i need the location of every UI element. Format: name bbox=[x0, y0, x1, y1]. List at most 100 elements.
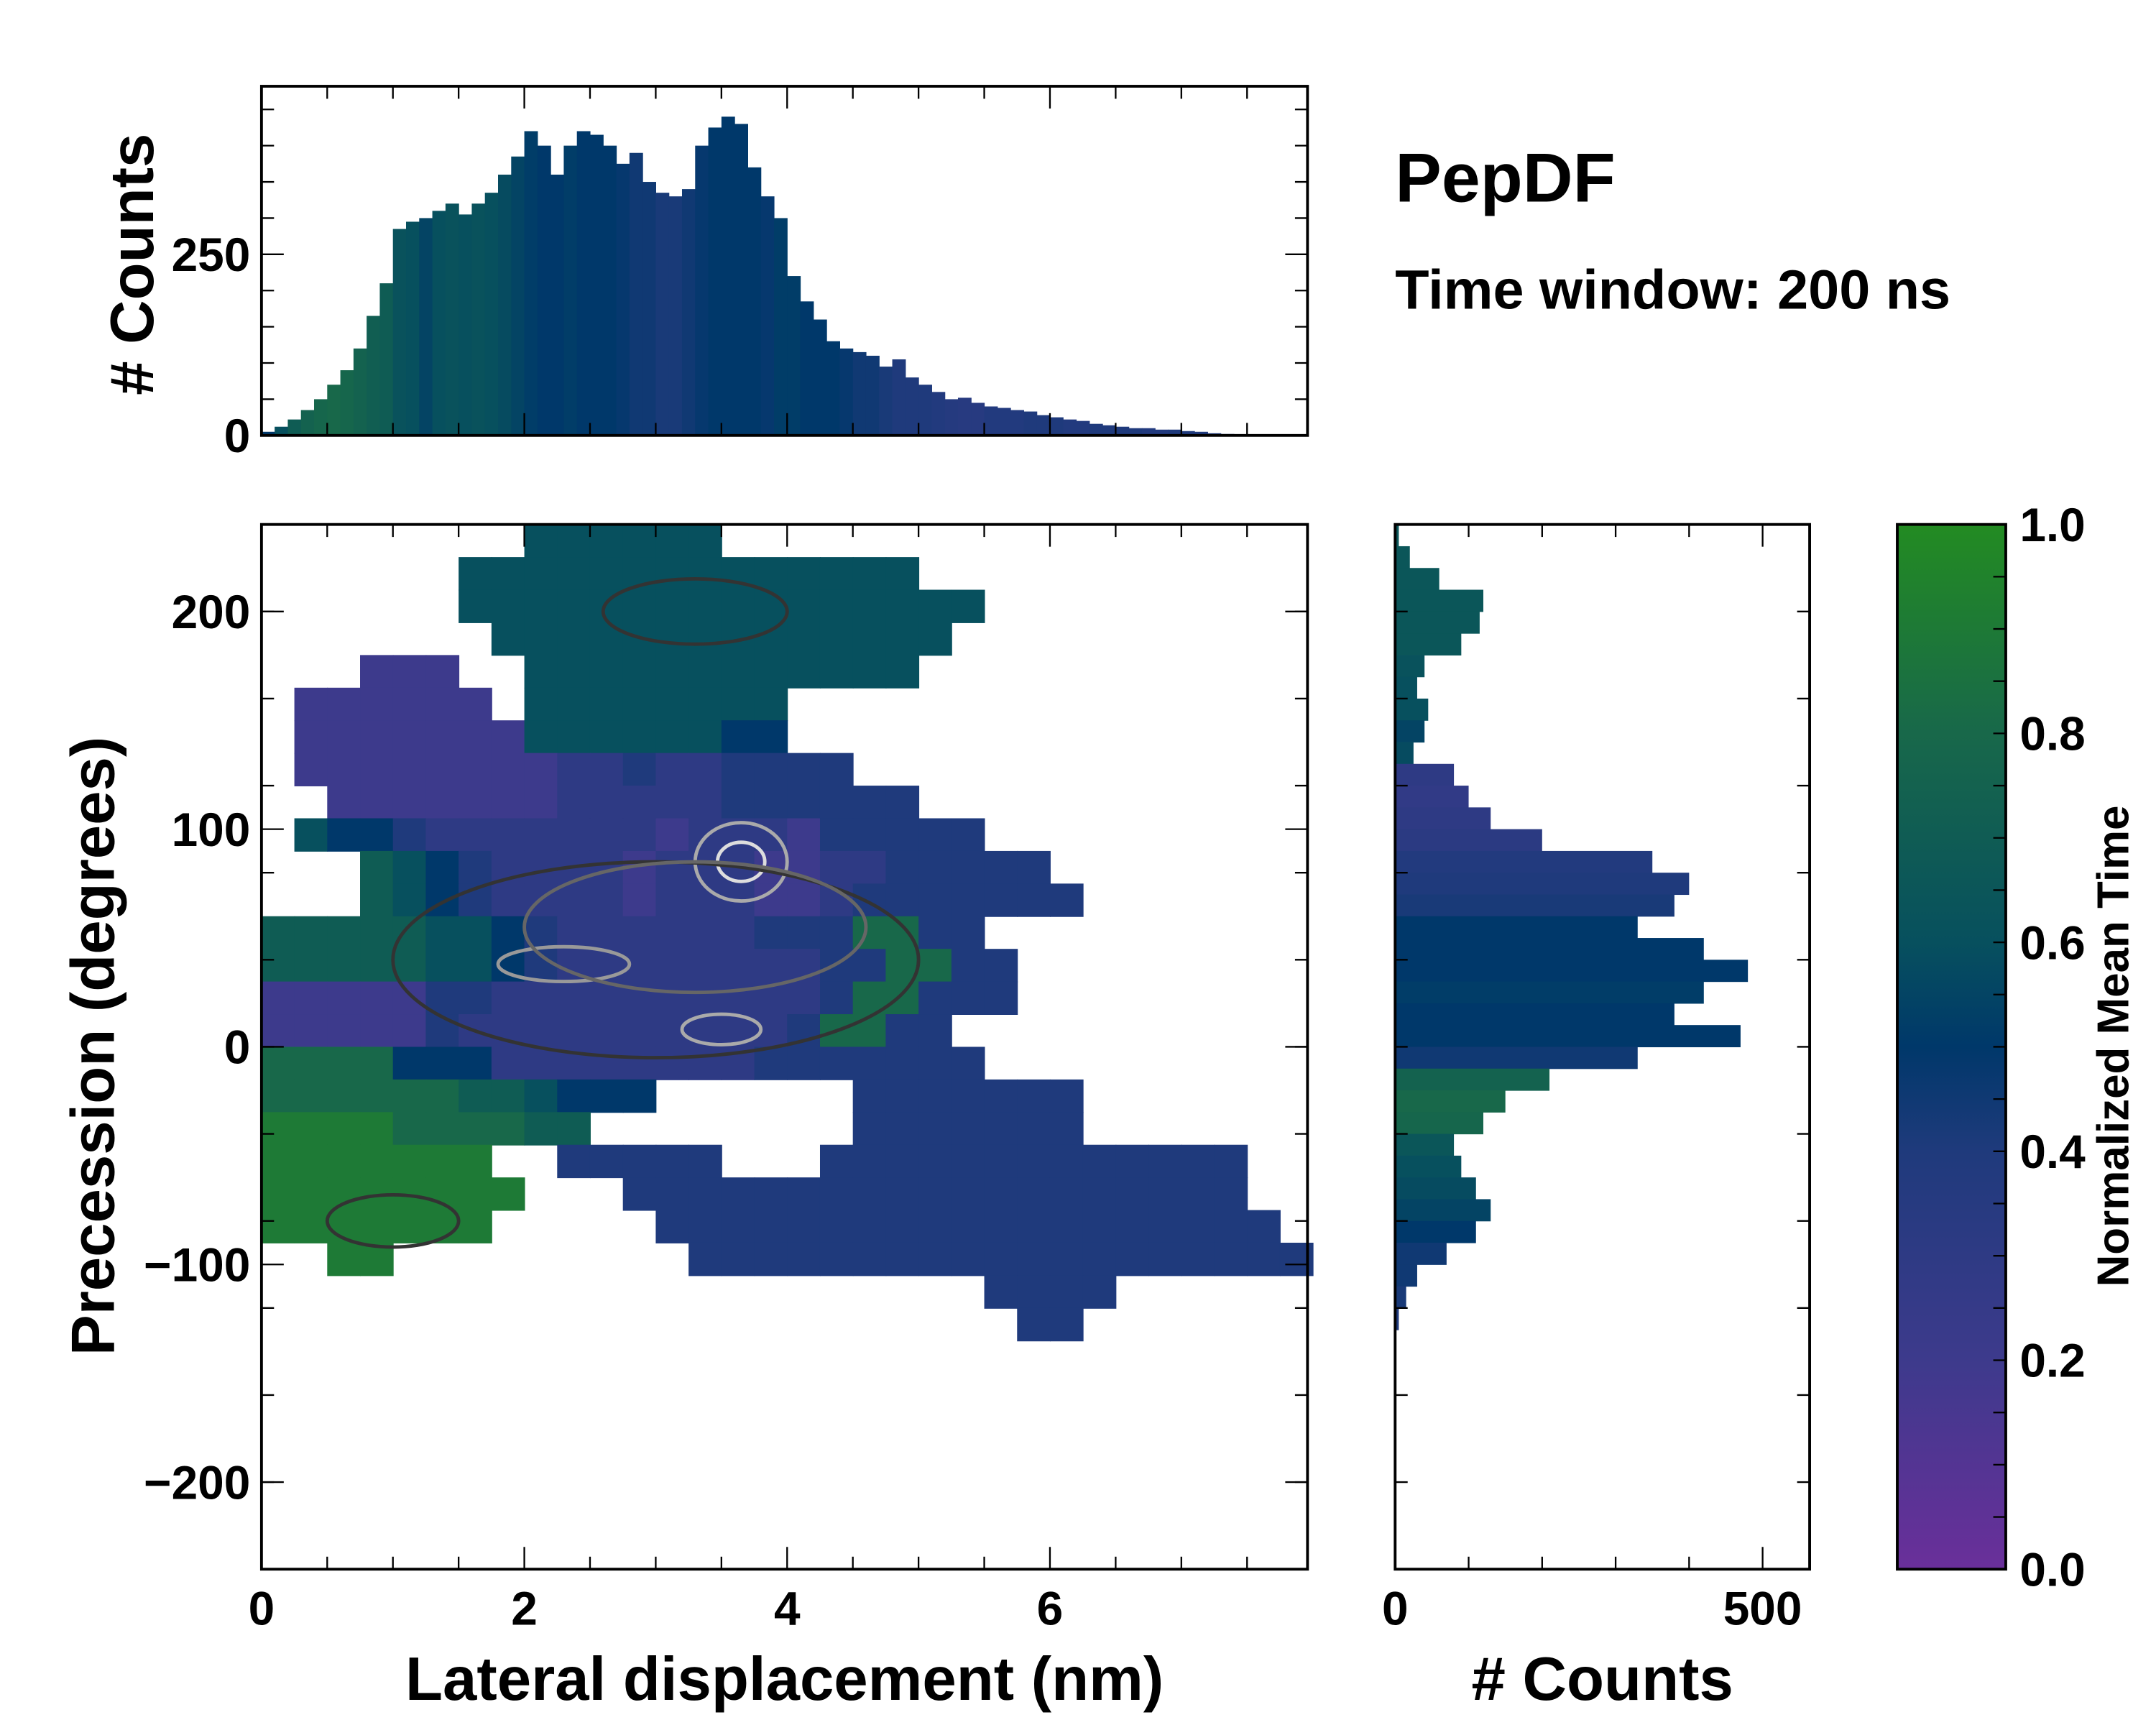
contour-line bbox=[680, 1012, 763, 1046]
x-tick-label: 0 bbox=[249, 1582, 275, 1635]
heatmap-cell bbox=[491, 1177, 525, 1211]
heatmap-cell bbox=[524, 524, 558, 558]
contour-line bbox=[391, 860, 921, 1060]
heatmap-cell bbox=[294, 753, 328, 787]
histogram-bar bbox=[839, 348, 854, 436]
heatmap-cell bbox=[327, 1079, 361, 1113]
heatmap-cell bbox=[655, 818, 690, 852]
heatmap-cell bbox=[951, 850, 985, 885]
heatmap-cell bbox=[1181, 1144, 1215, 1179]
heatmap-cell bbox=[360, 1014, 394, 1048]
heatmap-cell bbox=[852, 1014, 887, 1048]
histogram-bar bbox=[261, 431, 275, 436]
heatmap-cell bbox=[819, 818, 854, 852]
heatmap-cell bbox=[918, 1046, 952, 1080]
heatmap-cell bbox=[459, 818, 492, 852]
histogram-bar bbox=[1395, 1155, 1462, 1178]
histogram-bar bbox=[1395, 1025, 1741, 1048]
heatmap-cell bbox=[655, 981, 690, 1015]
histogram-bar bbox=[275, 426, 289, 436]
heatmap-cell bbox=[557, 1144, 591, 1179]
heatmap-cell bbox=[721, 720, 755, 754]
heatmap-cell bbox=[655, 1144, 690, 1179]
heatmap-cell bbox=[524, 557, 558, 591]
heatmap-cell bbox=[459, 916, 492, 950]
heatmap-cell bbox=[327, 949, 361, 983]
heatmap-cell bbox=[885, 1112, 920, 1146]
histogram-bar bbox=[1395, 894, 1674, 917]
heatmap-cell bbox=[622, 1014, 657, 1048]
heatmap-cell bbox=[294, 1112, 328, 1146]
heatmap-cell bbox=[327, 786, 361, 819]
histogram-bar bbox=[944, 399, 959, 436]
heatmap-cell bbox=[294, 687, 328, 722]
heatmap-cell bbox=[1017, 1079, 1051, 1113]
heatmap-cell bbox=[557, 720, 591, 754]
heatmap-cell bbox=[655, 687, 690, 722]
histogram-bar bbox=[1395, 698, 1429, 721]
heatmap-cell bbox=[984, 1112, 1018, 1146]
heatmap-cell bbox=[918, 1242, 952, 1276]
heatmap-cell bbox=[622, 589, 657, 623]
heatmap-cell bbox=[524, 589, 558, 623]
heatmap-cell bbox=[951, 1242, 985, 1276]
histogram-bar bbox=[419, 218, 433, 436]
heatmap-cell bbox=[918, 883, 952, 917]
heatmap-cell bbox=[819, 850, 854, 885]
heatmap-cell bbox=[655, 850, 690, 885]
heatmap-cell bbox=[524, 720, 558, 754]
histogram-bar bbox=[616, 163, 630, 436]
histogram-bar bbox=[1102, 425, 1116, 436]
heatmap-cell bbox=[589, 818, 624, 852]
heatmap-cell bbox=[622, 1079, 657, 1113]
histogram-bar bbox=[708, 127, 722, 436]
heatmap-cell bbox=[491, 1046, 525, 1080]
heatmap-cell bbox=[721, 949, 755, 983]
heatmap-cell bbox=[951, 1144, 985, 1179]
histogram-bar bbox=[300, 410, 315, 436]
heatmap-cell bbox=[1082, 1177, 1117, 1211]
heatmap-cell bbox=[655, 883, 690, 917]
heatmap-cell bbox=[1049, 1242, 1084, 1276]
colorbar-gradient bbox=[1896, 523, 2007, 1571]
heatmap-cell bbox=[1017, 1275, 1051, 1309]
heatmap-cell bbox=[721, 916, 755, 950]
heatmap-cell bbox=[885, 557, 920, 591]
heatmap-cell bbox=[622, 1144, 657, 1179]
heatmap-cell bbox=[622, 720, 657, 754]
heatmap-cell bbox=[327, 1112, 361, 1146]
heatmap-cell bbox=[622, 753, 657, 787]
histogram-bar bbox=[852, 351, 867, 436]
heatmap-cell bbox=[1181, 1242, 1215, 1276]
heatmap-cell bbox=[360, 1112, 394, 1146]
heatmap-cell bbox=[688, 916, 722, 950]
heatmap-cell bbox=[360, 1046, 394, 1080]
histogram-bar bbox=[668, 196, 683, 436]
heatmap-cell bbox=[721, 786, 755, 819]
heatmap-cell bbox=[655, 949, 690, 983]
heatmap-cell bbox=[984, 1177, 1018, 1211]
histogram-bar bbox=[1395, 807, 1491, 830]
heatmap-cell bbox=[294, 916, 328, 950]
heatmap-cell bbox=[622, 687, 657, 722]
heatmap-cell bbox=[852, 1046, 887, 1080]
heatmap-cell bbox=[1214, 1144, 1248, 1179]
heatmap-cell bbox=[1017, 1177, 1051, 1211]
heatmap-cell bbox=[1115, 1242, 1150, 1276]
histogram-bar bbox=[971, 402, 985, 436]
heatmap-cell bbox=[754, 589, 788, 623]
heatmap-cell bbox=[425, 655, 460, 689]
heatmap-cell bbox=[885, 1046, 920, 1080]
histogram-bar bbox=[1141, 428, 1156, 436]
histogram-bar bbox=[1395, 1003, 1674, 1026]
heatmap-cell bbox=[491, 557, 525, 591]
heatmap-cell bbox=[392, 1079, 427, 1113]
heatmap-cell bbox=[491, 753, 525, 787]
heatmap-cell bbox=[261, 916, 295, 950]
heatmap-cell bbox=[425, 786, 460, 819]
histogram-bar bbox=[287, 419, 302, 436]
histogram-bar bbox=[787, 276, 801, 436]
heatmap-cell bbox=[392, 981, 427, 1015]
heatmap-cell bbox=[589, 1079, 624, 1113]
